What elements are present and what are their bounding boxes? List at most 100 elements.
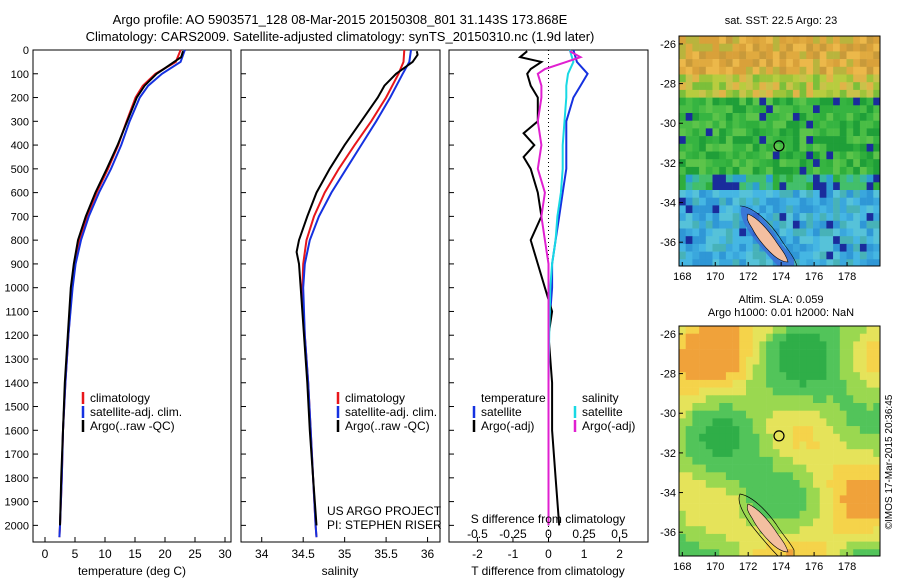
map-cell bbox=[685, 205, 693, 214]
map-cell bbox=[679, 66, 686, 75]
map-cell bbox=[699, 403, 707, 411]
map-cell bbox=[746, 449, 753, 458]
map-cell bbox=[833, 464, 841, 473]
map-cell bbox=[699, 82, 707, 91]
lat-tick-label: -32 bbox=[660, 448, 676, 460]
map-cell bbox=[819, 426, 827, 435]
map-cell bbox=[839, 66, 847, 75]
map-cell bbox=[719, 495, 727, 504]
map-cell bbox=[853, 105, 861, 114]
map-cell bbox=[705, 236, 713, 245]
map-cell bbox=[853, 213, 861, 222]
map-cell bbox=[779, 136, 787, 145]
map-cell bbox=[759, 89, 767, 98]
map-cell bbox=[792, 182, 800, 191]
map-cell bbox=[833, 449, 841, 458]
map-cell bbox=[866, 213, 874, 222]
map-cell bbox=[705, 251, 713, 260]
map-cell bbox=[839, 59, 847, 68]
map-cell bbox=[725, 243, 733, 252]
map-cell bbox=[839, 464, 847, 473]
map-cell bbox=[759, 426, 767, 435]
map-cell bbox=[732, 66, 740, 75]
x-tick-label-t: -1 bbox=[508, 547, 519, 561]
map-cell bbox=[752, 143, 760, 152]
map-cell bbox=[813, 395, 820, 404]
map-cell bbox=[833, 74, 841, 83]
map-cell bbox=[813, 213, 820, 222]
map-cell bbox=[766, 333, 774, 342]
map-cell bbox=[759, 59, 767, 68]
map-cell bbox=[739, 518, 747, 527]
map-cell bbox=[719, 341, 727, 350]
map-cell bbox=[873, 518, 880, 527]
map-cell bbox=[705, 182, 713, 191]
map-cell bbox=[719, 480, 727, 488]
map-cell bbox=[839, 136, 847, 145]
map-cell bbox=[685, 220, 693, 229]
map-cell bbox=[699, 74, 707, 83]
y-tick-label: 500 bbox=[11, 164, 29, 176]
map-cell bbox=[719, 66, 727, 75]
legend-label-satellite-adj: satellite-adj. clim. bbox=[90, 405, 182, 419]
map-cell bbox=[792, 403, 800, 411]
map-cell bbox=[853, 326, 861, 334]
map-cell bbox=[766, 151, 774, 160]
map-cell bbox=[746, 182, 753, 191]
map-cell bbox=[806, 426, 814, 435]
map-cell bbox=[712, 213, 720, 222]
map-cell bbox=[719, 82, 727, 91]
map-cell bbox=[833, 120, 841, 129]
map-cell bbox=[853, 341, 861, 350]
map-cell bbox=[792, 387, 800, 396]
map-cell bbox=[732, 410, 740, 419]
map-cell bbox=[859, 51, 867, 60]
map-cell bbox=[739, 228, 747, 237]
map-cell bbox=[853, 333, 861, 342]
map-cell bbox=[732, 228, 740, 237]
map-cell bbox=[826, 205, 834, 214]
map-cell bbox=[732, 213, 740, 222]
map-cell bbox=[813, 403, 820, 411]
map-cell bbox=[839, 349, 847, 358]
map-cell bbox=[786, 495, 794, 504]
map-cell bbox=[786, 410, 794, 419]
map-cell bbox=[786, 395, 794, 404]
map-cell bbox=[799, 220, 807, 229]
temperature-panel: 0 5 10 15 20 25 300100200300400500600700800900… bbox=[5, 45, 232, 578]
map-cell bbox=[699, 228, 707, 237]
map-cell bbox=[839, 541, 847, 550]
legend-temperature-title: temperature bbox=[481, 391, 546, 405]
map-cell bbox=[819, 182, 827, 191]
map-cell bbox=[873, 236, 880, 245]
map-cell bbox=[859, 66, 867, 75]
map-cell bbox=[873, 143, 880, 152]
map-cell bbox=[759, 128, 767, 137]
map-cell bbox=[739, 387, 747, 396]
map-cell bbox=[819, 97, 827, 106]
map-cell bbox=[712, 456, 720, 465]
map-cell bbox=[826, 356, 834, 365]
lat-tick-label: -36 bbox=[660, 237, 676, 249]
map-cell bbox=[859, 105, 867, 114]
map-cell bbox=[699, 364, 707, 373]
temperature-axes-frame bbox=[32, 49, 232, 543]
map-cell bbox=[866, 89, 874, 98]
map-cell bbox=[819, 136, 827, 145]
x-tick-label-s: 0.25 bbox=[572, 527, 596, 541]
map-cell bbox=[839, 228, 847, 237]
map-cell bbox=[786, 541, 794, 550]
map-cell bbox=[873, 464, 880, 473]
map-cell bbox=[799, 495, 807, 504]
y-tick-label: 1200 bbox=[5, 330, 29, 342]
map-cell bbox=[839, 426, 847, 435]
map-cell bbox=[859, 333, 867, 342]
map-cell bbox=[819, 441, 827, 450]
map-cell bbox=[779, 105, 787, 114]
map-cell bbox=[819, 205, 827, 214]
map-cell bbox=[799, 228, 807, 237]
map-cell bbox=[705, 364, 713, 373]
map-cell bbox=[685, 472, 693, 481]
map-cell bbox=[799, 510, 807, 519]
x-tick-label: 34 bbox=[255, 547, 269, 561]
